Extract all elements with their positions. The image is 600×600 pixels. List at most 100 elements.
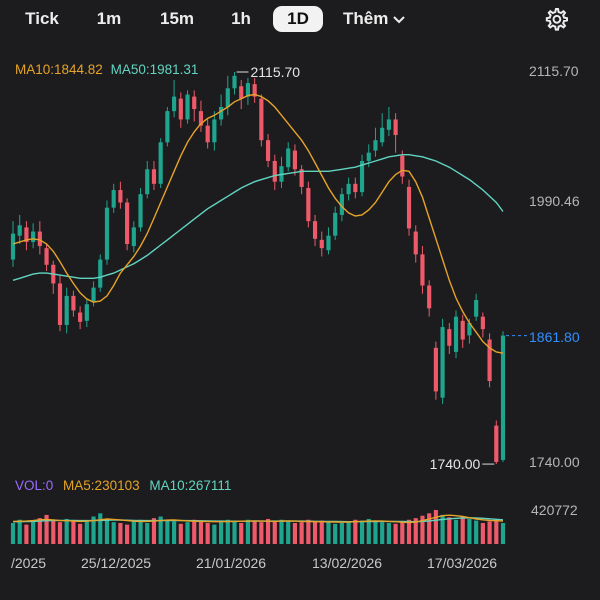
candle-body [259, 98, 264, 141]
candlestick-chart[interactable]: 2115.70 1740.00 [0, 36, 600, 600]
candle-body [252, 84, 257, 97]
volume-bar [111, 522, 116, 544]
candle-body [339, 194, 344, 215]
candle [353, 177, 358, 199]
candle [165, 106, 170, 147]
timeframe-toolbar: Tick 1m 15m 1h 1D Thêm [0, 0, 600, 36]
volume-bar [57, 522, 63, 544]
candle-body [64, 295, 69, 325]
tab-1m[interactable]: 1m [96, 9, 122, 28]
candle-body [178, 98, 183, 120]
candle [306, 181, 311, 228]
candle [151, 160, 157, 191]
candle [57, 275, 63, 332]
candle [185, 90, 190, 124]
candle [319, 231, 324, 257]
candle [17, 214, 22, 245]
candle [192, 90, 197, 122]
x-tick-label: 17/03/2026 [427, 555, 498, 571]
volume-bar [272, 521, 277, 544]
candle [118, 181, 123, 209]
volume-legend: VOL:0 MA5:230103 MA10:267111 [15, 478, 231, 493]
candle-body [292, 150, 297, 170]
candle [84, 297, 89, 328]
candle-body [433, 347, 438, 392]
candle [145, 160, 150, 199]
volume-bar [178, 523, 183, 544]
low-marker-label: 1740.00 [430, 456, 481, 472]
candle [198, 100, 204, 132]
candle [125, 198, 130, 251]
candle-body [205, 125, 210, 143]
candle [326, 227, 331, 255]
candle [44, 244, 49, 271]
candle-body [104, 207, 110, 260]
tab-15m[interactable]: 15m [159, 9, 195, 28]
candle-body [118, 190, 123, 203]
candle-body [494, 425, 499, 462]
candle-body [406, 186, 412, 229]
candle-body [265, 140, 271, 161]
candle-body [380, 127, 385, 143]
candle [339, 187, 344, 222]
volume-bar [474, 520, 479, 544]
candle-body [225, 88, 230, 107]
y-tick-label: 1740.00 [529, 454, 580, 470]
candle-body [57, 283, 63, 325]
volume-bar [380, 522, 385, 544]
volume-bar [131, 521, 136, 544]
volume-bar [400, 522, 405, 544]
volume-bar [286, 520, 291, 544]
volume-bar [433, 510, 438, 544]
candle [286, 142, 291, 172]
candle-body [474, 300, 479, 317]
gear-icon[interactable] [543, 6, 569, 32]
candle-body [78, 312, 83, 322]
candle-body [111, 190, 116, 208]
candle-body [440, 327, 445, 398]
volume-bar [245, 519, 251, 544]
legend-ma50: MA50:1981.31 [110, 62, 199, 77]
volume-bar [51, 519, 56, 544]
ma50-line [12, 153, 504, 281]
candle [111, 183, 116, 213]
tab-tick[interactable]: Tick [25, 9, 59, 28]
volume-bar [205, 522, 210, 544]
tab-1h[interactable]: 1h [231, 9, 251, 28]
candle [427, 280, 432, 317]
volume-bar [145, 522, 150, 544]
x-tick-label: 25/12/2025 [81, 555, 152, 571]
more-dropdown[interactable]: Thêm [343, 6, 406, 32]
volume-bar [386, 522, 391, 544]
legend-vol: VOL:0 [15, 478, 54, 493]
volume-bar [440, 514, 445, 544]
candle-body [420, 254, 425, 286]
y-tick-label: 1990.46 [529, 193, 580, 209]
candle-body [480, 316, 485, 330]
volume-bar [312, 521, 318, 544]
candle [71, 290, 76, 317]
volume-bar [420, 515, 425, 544]
candle-body [24, 227, 29, 242]
volume-bar [359, 520, 365, 544]
candle-body [467, 322, 472, 336]
volume-bar [198, 520, 204, 544]
y-tick-label: 2115.70 [529, 63, 579, 79]
candle [380, 113, 385, 147]
ma-legend: MA10:1844.82 MA50:1981.31 [15, 62, 198, 77]
candle-body [500, 335, 506, 460]
candle-body [386, 119, 391, 130]
candle-body [312, 221, 318, 239]
x-tick-label: 13/02/2026 [312, 555, 383, 571]
candle [312, 214, 318, 247]
volume-bar [339, 522, 344, 544]
volume-bar [219, 522, 224, 544]
tab-1d[interactable]: 1D [273, 6, 323, 32]
candle-body [359, 160, 365, 193]
candle [232, 72, 237, 95]
volume-bar [460, 516, 465, 544]
candle-body [131, 227, 136, 247]
candle [386, 106, 391, 137]
volume-bar [353, 519, 358, 544]
candle-body [84, 304, 89, 321]
